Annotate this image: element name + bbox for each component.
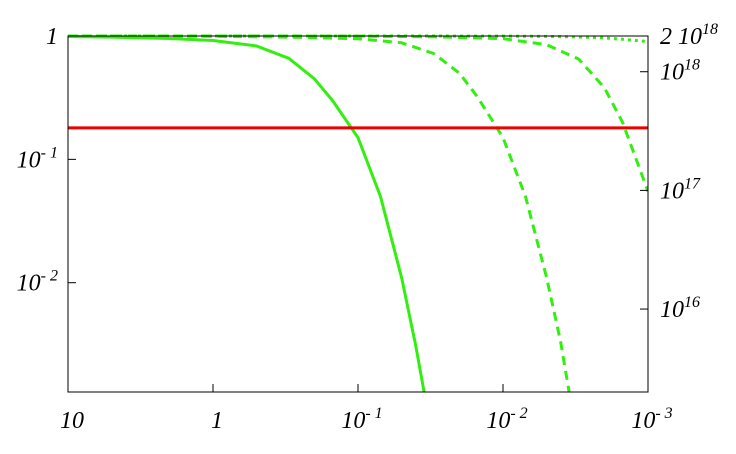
y2-tick-label-0: 2 1018 (660, 21, 718, 50)
x-tick-label-3: 10- 2 (486, 405, 527, 434)
y2-tick-label-1: 1018 (660, 57, 700, 86)
y2-tick-label-3: 1016 (660, 294, 700, 323)
y-tick-label-2: 10- 2 (17, 268, 58, 297)
series-line-1 (68, 35, 426, 392)
plot-frame (67, 35, 649, 393)
x-tick-label-0: 10 (60, 408, 84, 434)
y2-tick-label-2: 1017 (660, 175, 701, 204)
y-tick-label-0: 1 (46, 24, 58, 50)
plot-marks (68, 34, 648, 392)
series-line-2 (68, 34, 571, 392)
tick-labels: 10 1 10- 1 10- 2 10- 3 1 10- 1 10- 2 2 1018 1018 1… (17, 21, 718, 434)
x-tick-label-2: 10- 1 (341, 405, 382, 434)
x-tick-label-4: 10- 3 (631, 405, 672, 434)
x-tick-label-1: 1 (211, 408, 223, 434)
y-tick-label-1: 10- 1 (17, 144, 58, 173)
axis-ticks (67, 35, 649, 392)
series-line-3 (68, 34, 648, 192)
